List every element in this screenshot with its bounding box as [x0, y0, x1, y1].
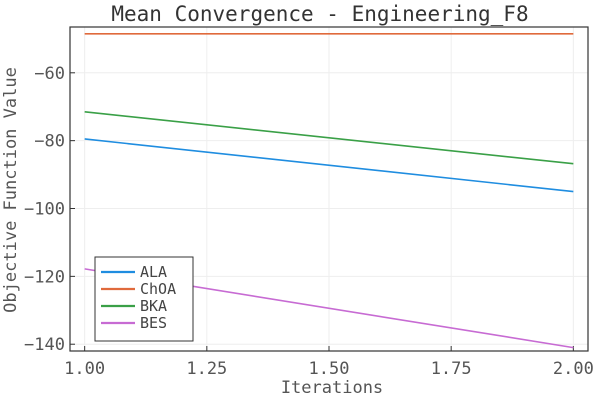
series-line-ala: [84, 138, 574, 193]
legend-item-bka: BKA: [101, 297, 167, 315]
series-line-bka: [84, 111, 574, 165]
x-tick-label: 1.25: [186, 359, 227, 379]
legend-item-ala: ALA: [101, 263, 167, 281]
x-axis-label: Iterations: [281, 378, 383, 398]
x-tick-label: 1.50: [309, 359, 350, 379]
y-tick-label: −80: [34, 132, 65, 152]
legend-item-bes: BES: [101, 314, 167, 332]
legend-label: BES: [140, 314, 167, 332]
legend-label: ChOA: [140, 280, 176, 298]
grid: [70, 27, 588, 351]
x-tick-label: 2.00: [553, 359, 594, 379]
legend-label: ALA: [140, 263, 167, 281]
y-tick-label: −100: [24, 200, 65, 220]
y-tick-label: −60: [34, 64, 65, 84]
ticks: 1.00 1.25 1.50 1.75 2.00 −60 −80 −100 −120 −140: [24, 64, 594, 379]
legend-item-choa: ChOA: [101, 280, 176, 298]
x-tick-label: 1.75: [431, 359, 472, 379]
chart-title: Mean Convergence - Engineering_F8: [111, 2, 528, 26]
y-axis-label: Objective Function Value: [1, 67, 21, 313]
legend-label: BKA: [140, 297, 167, 315]
y-tick-label: −140: [24, 335, 65, 355]
y-tick-label: −120: [24, 267, 65, 287]
x-tick-label: 1.00: [64, 359, 105, 379]
